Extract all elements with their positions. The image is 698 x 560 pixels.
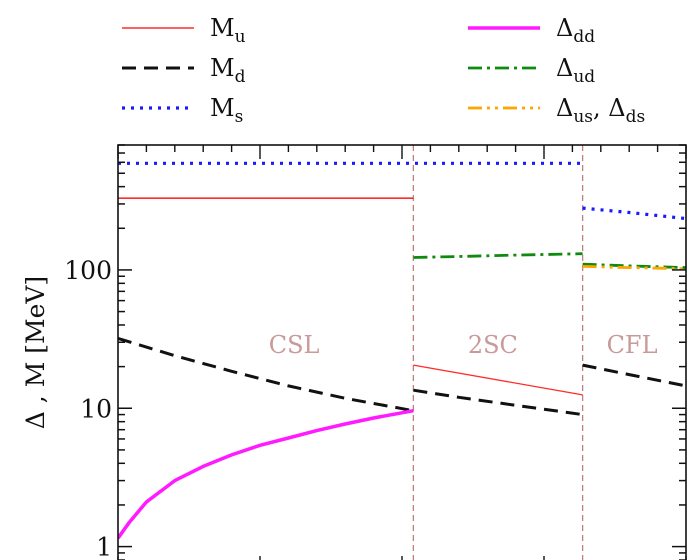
legend-symbol: M bbox=[210, 54, 235, 82]
legend-item-dus: Δus, Δds bbox=[468, 94, 645, 127]
legend-label-dus: Δus, Δds bbox=[556, 94, 645, 127]
y-tick-label: 1 bbox=[96, 533, 112, 560]
series-line-Ms bbox=[582, 206, 686, 221]
legend-label-ms: Ms bbox=[210, 94, 243, 127]
legend-subscript: ud bbox=[573, 67, 595, 87]
legend-symbol-2: , Δ bbox=[593, 94, 626, 122]
legend-item-mu: Mu bbox=[122, 14, 246, 47]
plot-area: CSL 2SC CFL 1 10 100 Δ , M [MeV] bbox=[21, 144, 687, 560]
phase-label: CSL bbox=[269, 331, 320, 359]
plot-frame bbox=[117, 144, 687, 560]
legend-symbol: Δ bbox=[556, 14, 573, 42]
legend-subscript: us bbox=[573, 107, 593, 127]
legend-subscript: s bbox=[235, 107, 244, 127]
legend-item-ddd: Δdd bbox=[468, 14, 595, 47]
legend-label-md: Md bbox=[210, 54, 246, 87]
series-line-Md bbox=[582, 363, 686, 388]
series-line-Δud bbox=[582, 262, 686, 269]
legend-symbol: M bbox=[210, 14, 235, 42]
series-line-Mu bbox=[413, 364, 583, 396]
legend-subscript: dd bbox=[573, 27, 595, 47]
legend-symbol: Δ bbox=[556, 94, 573, 122]
legend-subscript-2: ds bbox=[626, 107, 646, 127]
y-tick-label: 10 bbox=[80, 394, 112, 423]
phase-label: CFL bbox=[607, 331, 658, 359]
y-tick-label: 100 bbox=[64, 256, 112, 285]
legend-subscript: u bbox=[235, 27, 246, 47]
legend-symbol: Δ bbox=[556, 54, 573, 82]
legend-item-dud: Δud bbox=[468, 54, 595, 87]
legend-symbol: M bbox=[210, 94, 235, 122]
series-line-Md bbox=[413, 388, 583, 417]
phase-label: 2SC bbox=[468, 331, 518, 359]
series-line-Δud bbox=[413, 252, 583, 259]
legend-item-md: Md bbox=[122, 54, 246, 87]
legend-label-ddd: Δdd bbox=[556, 14, 595, 47]
legend-label-mu: Mu bbox=[210, 14, 246, 47]
series-group bbox=[118, 161, 686, 540]
series-line-Md bbox=[118, 336, 414, 413]
series-line-Δus, Δds bbox=[582, 265, 686, 271]
legend-label-dud: Δud bbox=[556, 54, 595, 87]
legend-subscript: d bbox=[235, 67, 246, 87]
series-line-Δdd bbox=[118, 408, 414, 540]
legend-item-ms: Ms bbox=[122, 94, 243, 127]
y-axis-label: Δ , M [MeV] bbox=[21, 276, 50, 429]
